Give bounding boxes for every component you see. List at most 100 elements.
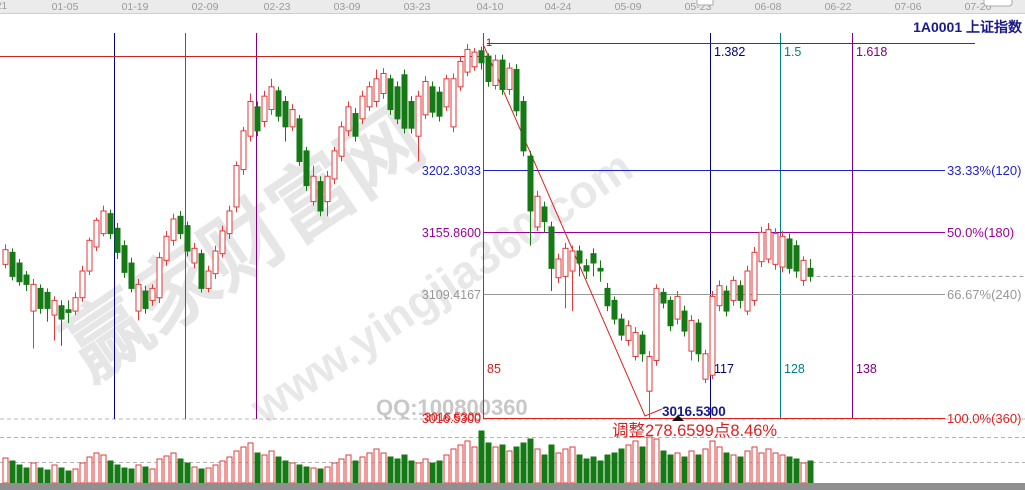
volume-bar [233,450,240,484]
volume-bar [709,440,716,484]
candle [184,221,191,257]
candle [149,284,156,306]
candle [772,228,779,270]
volume-bar [296,464,303,484]
volume-bar [786,456,793,484]
axis-date-label: 01-05 [52,1,79,13]
count-label: 128 [784,362,805,376]
candle [422,76,429,119]
candle [604,283,611,312]
volume-bar [576,454,583,484]
candle [471,48,478,71]
volume-bar [23,467,30,484]
candle [170,213,177,246]
volume-bar [394,458,401,484]
candle [695,319,702,362]
candle [394,81,401,125]
volume-bar [716,446,723,484]
candle [534,190,541,231]
candle [499,54,506,95]
low-price-label-left: 3016.5300 [424,410,481,424]
candle [282,96,289,142]
candle [506,62,513,95]
candle [23,271,30,292]
volume-bar [268,450,275,484]
candle [800,256,807,286]
volume-bar [590,456,597,484]
candle [681,305,688,337]
candle [135,279,142,321]
volume-bar [541,454,548,484]
candle [450,73,457,133]
axis-date-label: 07-06 [895,1,922,13]
axis-partial-date-label: 21 [0,1,8,12]
volume-bar [562,448,569,484]
low-price-label: 3016.5300 [662,404,726,419]
volume-bar [156,458,163,484]
volume-bar [800,462,807,484]
top-edge-artifact [696,0,714,6]
volume-bar [478,430,485,484]
candle [485,53,492,87]
volume-bar [275,456,282,484]
volume-bar [548,444,555,484]
volume-bar [212,464,219,484]
volume-bar [534,448,541,484]
candle [198,249,205,293]
candle [751,246,758,306]
candle [2,244,9,269]
candle [16,259,23,286]
volume-bar [436,460,443,484]
candle [261,90,268,127]
candle [128,257,135,293]
candle [121,240,128,278]
volume-bar [184,462,191,484]
candle [37,284,44,314]
candle [527,150,534,246]
candle [359,90,366,125]
volume-bar [128,468,135,484]
volume-bar [142,466,149,484]
decline-trend-line [482,43,663,417]
volume-bar [667,454,674,484]
volume-bar [408,460,415,484]
volume-bar [317,468,324,484]
candle [254,101,261,137]
candle [597,260,604,282]
volume-bar [527,438,534,484]
candle [303,146,310,191]
volume-bar [569,446,576,484]
fib-percent-label: 66.67%(240) [947,287,1021,302]
fib-percent-label: 33.33%(120) [947,163,1021,178]
fib-price-label: 3109.4167 [422,288,481,302]
candle [240,126,247,175]
candle [457,56,464,91]
watermark-qq-text: QQ:100800360 [376,395,528,420]
volume-bar [450,448,457,484]
volume-bar [604,454,611,484]
peak-one-label: 1 [486,37,492,49]
candle [786,233,793,274]
candle [380,68,387,99]
candle [86,237,93,276]
candle [44,288,51,322]
volume-bar [58,467,65,484]
volume-bar [681,456,688,484]
volume-bar [639,446,646,484]
candle [338,121,345,162]
candle [716,280,723,312]
candle [492,54,499,90]
candle [562,242,569,309]
volume-bar [555,452,562,484]
candle [352,108,359,142]
volume-bar [205,467,212,484]
candle [520,96,527,157]
fib-percent-label: 100.0%(360) [947,411,1021,426]
volume-bar [807,460,814,484]
candle [317,176,324,217]
candle [373,69,380,107]
volume-bar [499,444,506,484]
fib-price-label: 3016.5300 [422,412,481,426]
